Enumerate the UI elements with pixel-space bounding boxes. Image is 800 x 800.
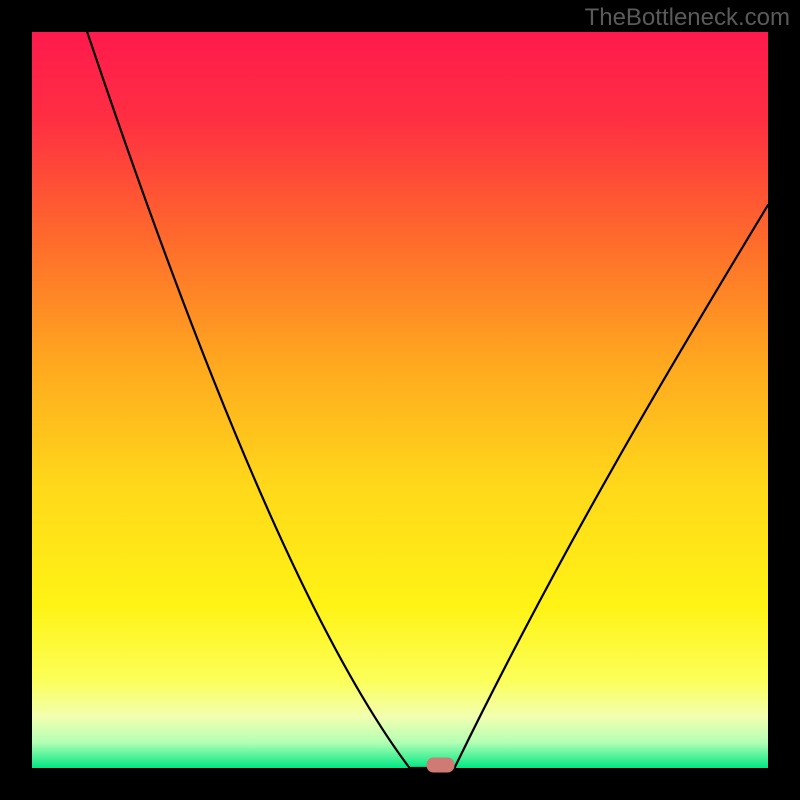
chart-container: TheBottleneck.com [0, 0, 800, 800]
plot-background [32, 32, 768, 768]
bottleneck-chart [0, 0, 800, 800]
optimum-marker [426, 758, 454, 773]
